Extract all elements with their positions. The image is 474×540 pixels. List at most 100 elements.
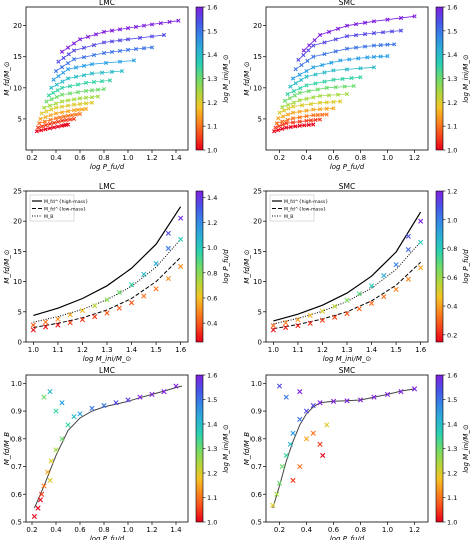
data-point <box>178 215 184 221</box>
data-point <box>107 78 113 83</box>
data-point <box>165 275 171 282</box>
data-point <box>353 22 359 27</box>
colorbar-tick-label: 1.3 <box>207 445 217 453</box>
x-tick-label: 1.0 <box>122 526 133 534</box>
y-tick-label: 10 <box>13 84 22 92</box>
data-point <box>315 87 320 92</box>
series-line-8 <box>41 102 93 114</box>
data-point <box>141 293 147 299</box>
line-mb <box>273 241 421 325</box>
data-point <box>53 408 59 414</box>
data-point <box>322 51 327 57</box>
y-tick-label: 20 <box>13 22 22 30</box>
data-point <box>291 89 296 94</box>
data-point <box>73 74 79 79</box>
data-point <box>326 29 332 34</box>
data-point <box>320 62 325 68</box>
data-point <box>99 79 105 84</box>
data-point <box>165 230 171 236</box>
data-point <box>344 46 350 51</box>
data-point <box>35 125 41 130</box>
data-point <box>158 21 163 26</box>
data-point <box>56 74 61 79</box>
data-point <box>44 109 49 114</box>
colorbar-tick-label: 1.0 <box>207 519 217 527</box>
colorbar-tick-label: 1.2 <box>447 470 457 478</box>
data-point <box>161 32 167 38</box>
panel-title: SMC <box>339 182 355 191</box>
data-point <box>53 68 59 74</box>
data-point <box>81 45 87 50</box>
data-point <box>319 317 326 323</box>
data-point <box>56 59 61 64</box>
data-point <box>392 42 397 47</box>
data-point <box>89 100 95 105</box>
data-point <box>283 324 289 331</box>
data-point <box>48 117 53 123</box>
data-point <box>310 430 316 436</box>
data-point <box>55 119 61 124</box>
colorbar-label: log M_ini/M_⊙ <box>222 54 230 103</box>
data-point <box>368 283 375 289</box>
chart-panel-bottom-left <box>23 374 206 525</box>
data-point <box>344 23 350 28</box>
y-tick-label: 5 <box>18 115 22 123</box>
data-point <box>48 458 54 464</box>
data-point <box>83 80 89 85</box>
x-tick-label: 1.4 <box>170 154 182 162</box>
data-point <box>393 262 399 268</box>
data-point <box>347 57 352 62</box>
colorbar-tick-label: 1.2 <box>447 188 457 196</box>
data-point <box>290 430 296 436</box>
data-point <box>53 447 59 453</box>
data-point <box>65 45 71 50</box>
y-axis-label: M_fd/M_⊙ <box>3 61 11 95</box>
x-tick-label: 0.2 <box>274 526 285 534</box>
data-point <box>65 109 71 114</box>
data-point <box>281 108 287 113</box>
data-point <box>276 480 283 486</box>
data-point <box>153 260 159 267</box>
data-point <box>418 265 424 271</box>
data-point <box>55 316 61 322</box>
data-point <box>117 48 123 54</box>
data-point <box>324 422 330 428</box>
data-point <box>301 48 306 53</box>
y-tick-label: 0.9 <box>251 408 262 416</box>
line-low-mass <box>273 261 421 330</box>
x-tick-label: 0.4 <box>301 154 313 162</box>
data-point <box>290 76 296 81</box>
data-point <box>317 107 323 112</box>
data-point <box>77 37 83 42</box>
data-point <box>133 24 139 29</box>
x-tick-label: 0.2 <box>26 526 37 534</box>
data-point <box>37 121 42 126</box>
data-point <box>358 75 363 80</box>
data-point <box>79 107 85 112</box>
data-point <box>270 327 276 333</box>
data-point <box>71 116 77 122</box>
y-tick-label: 0.8 <box>251 435 262 443</box>
data-point <box>49 107 54 112</box>
colorbar-tick-label: 0.4 <box>207 320 217 328</box>
colorbar-tick-label: 1.6 <box>447 4 457 12</box>
data-point <box>380 30 386 35</box>
x-tick-label: 1.2 <box>77 346 88 354</box>
data-point <box>61 70 66 75</box>
data-point <box>333 37 338 42</box>
data-point <box>331 68 336 73</box>
colorbar-tick-label: 1.2 <box>207 470 217 478</box>
data-point <box>47 121 53 126</box>
data-point <box>290 116 296 121</box>
colorbar-tick-label: 1.4 <box>447 51 457 59</box>
data-point <box>299 103 305 108</box>
chart-panel-bottom-right <box>263 374 446 525</box>
data-point <box>38 116 43 122</box>
data-point <box>293 124 298 129</box>
data-point <box>274 491 280 497</box>
data-point <box>313 72 318 77</box>
data-point <box>322 79 327 84</box>
data-point <box>398 28 404 33</box>
data-point <box>418 239 424 245</box>
data-point <box>59 400 65 406</box>
